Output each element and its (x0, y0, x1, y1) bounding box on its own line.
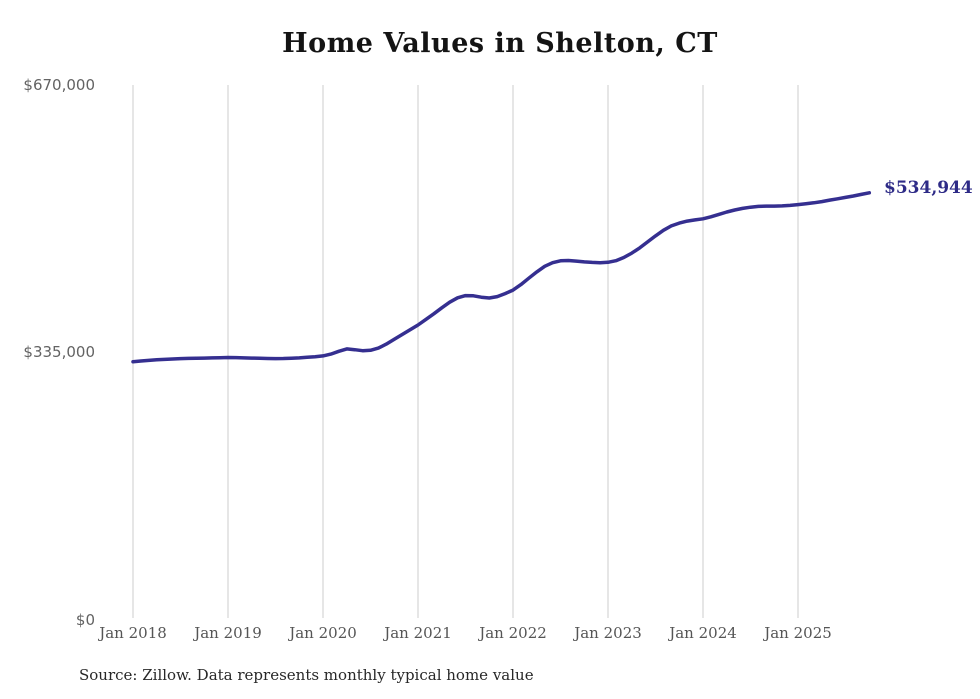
x-axis-tick-label: Jan 2021 (384, 624, 452, 642)
y-axis-tick-335000: $335,000 (23, 343, 95, 361)
x-axis-tick-label: Jan 2022 (479, 624, 547, 642)
chart-title: Home Values in Shelton, CT (282, 28, 718, 59)
x-axis-tick-label: Jan 2024 (669, 624, 737, 642)
y-axis-tick-0: $0 (75, 611, 95, 629)
x-axis-tick-label: Jan 2023 (574, 624, 642, 642)
end-value-label: $534,944 (884, 178, 973, 198)
x-axis-tick-label: Jan 2020 (289, 624, 357, 642)
source-note: Source: Zillow. Data represents monthly … (79, 666, 534, 684)
gridlines-group (132, 85, 799, 618)
x-axis-tick-label: Jan 2018 (99, 624, 167, 642)
x-axis-tick-label: Jan 2019 (194, 624, 262, 642)
x-axis-tick-label: Jan 2025 (764, 624, 832, 642)
y-axis-tick-670000: $670,000 (23, 76, 95, 94)
home-value-line (131, 191, 872, 364)
